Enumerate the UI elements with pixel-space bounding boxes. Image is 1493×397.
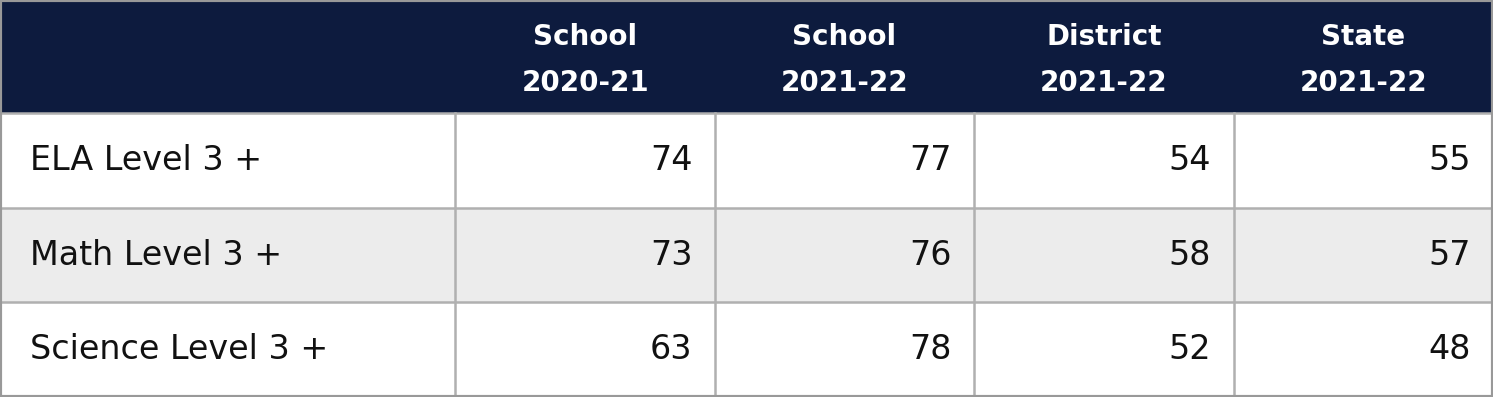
Bar — [715, 303, 975, 397]
Bar — [715, 208, 975, 303]
Text: 74: 74 — [649, 144, 693, 177]
Text: 77: 77 — [909, 144, 953, 177]
Text: 73: 73 — [649, 239, 693, 272]
Bar — [715, 113, 975, 208]
Text: 76: 76 — [909, 239, 953, 272]
Bar — [0, 303, 455, 397]
Text: 2020-21: 2020-21 — [521, 69, 649, 96]
Text: 52: 52 — [1169, 333, 1211, 366]
Bar — [975, 0, 1233, 113]
Text: 58: 58 — [1169, 239, 1211, 272]
Text: 2021-22: 2021-22 — [1299, 69, 1427, 96]
Text: 2021-22: 2021-22 — [781, 69, 908, 96]
Bar — [455, 113, 715, 208]
Bar — [1233, 303, 1493, 397]
Text: School: School — [533, 23, 638, 51]
Text: School: School — [793, 23, 896, 51]
Bar — [1233, 0, 1493, 113]
Text: ELA Level 3 +: ELA Level 3 + — [30, 144, 261, 177]
Bar — [0, 208, 455, 303]
Text: 78: 78 — [909, 333, 953, 366]
Bar — [455, 208, 715, 303]
Bar — [0, 113, 455, 208]
Bar — [0, 0, 455, 113]
Text: 48: 48 — [1429, 333, 1471, 366]
Text: 57: 57 — [1429, 239, 1471, 272]
Text: 2021-22: 2021-22 — [1041, 69, 1168, 96]
Text: District: District — [1047, 23, 1162, 51]
Text: 63: 63 — [649, 333, 693, 366]
Bar — [715, 0, 975, 113]
Bar — [455, 0, 715, 113]
Bar — [455, 303, 715, 397]
Text: 54: 54 — [1169, 144, 1211, 177]
Text: Science Level 3 +: Science Level 3 + — [30, 333, 328, 366]
Bar — [1233, 208, 1493, 303]
Bar — [975, 208, 1233, 303]
Bar — [975, 303, 1233, 397]
Text: State: State — [1321, 23, 1405, 51]
Bar — [975, 113, 1233, 208]
Text: 55: 55 — [1429, 144, 1471, 177]
Bar — [1233, 113, 1493, 208]
Text: Math Level 3 +: Math Level 3 + — [30, 239, 282, 272]
